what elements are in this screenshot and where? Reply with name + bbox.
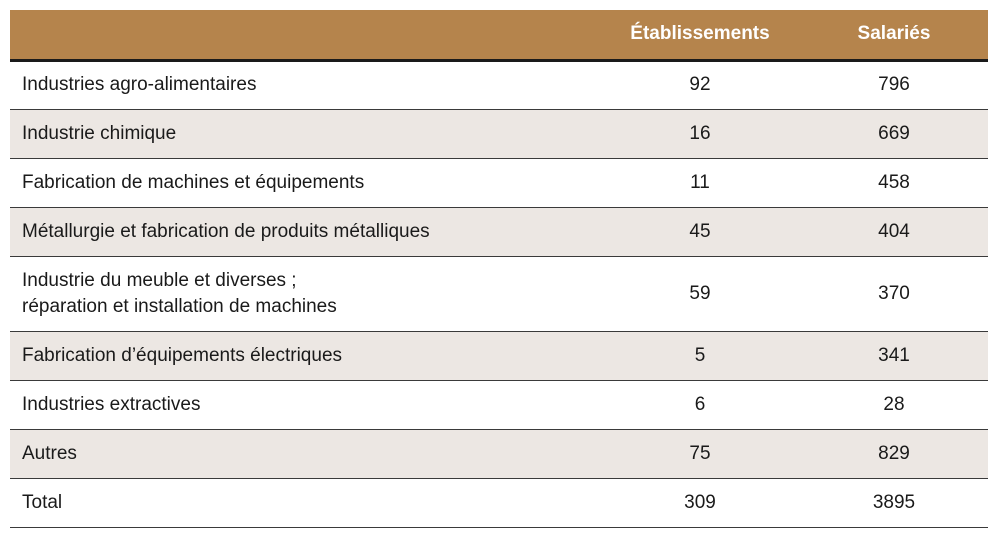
row-label-line: Fabrication d’équipements électriques: [22, 344, 343, 366]
row-label-line: Industrie chimique: [22, 122, 177, 144]
row-label: Fabrication d’équipements électriques: [10, 331, 600, 380]
row-etablissements: 59: [689, 282, 711, 304]
header-etablissements: Établissements: [630, 23, 770, 45]
row-label: Industries extractives: [10, 380, 600, 429]
total-label: Total: [22, 491, 63, 513]
row-label: Industries agro-alimentaires: [10, 60, 600, 109]
row-etablissements: 5: [694, 344, 706, 366]
row-etablissements: 11: [690, 171, 710, 193]
row-salaries: 28: [883, 393, 905, 415]
row-label-line: Industries extractives: [22, 393, 201, 415]
row-etablissements: 45: [689, 220, 711, 242]
table-row: Industrie chimique 16 669: [10, 109, 988, 158]
row-etablissements: 92: [689, 74, 711, 95]
row-label-line: Industrie du meuble et diverses ;: [22, 269, 297, 291]
row-etablissements: 16: [689, 122, 711, 144]
table-body: Industries agro-alimentaires 92 796 Industr…: [10, 60, 988, 527]
table-row: Industrie du meuble et diverses ; réparat…: [10, 256, 988, 331]
row-salaries: 341: [878, 344, 910, 366]
row-label-line: Fabrication de machines et équipements: [22, 171, 365, 193]
row-salaries: 458: [878, 171, 910, 193]
table-row: Autres 75 829: [10, 429, 988, 478]
header-salaries: Salariés: [857, 23, 931, 45]
row-salaries: 796: [878, 74, 910, 95]
row-label: Fabrication de machines et équipements: [10, 158, 600, 207]
table-row: Industries agro-alimentaires 92 796: [10, 60, 988, 109]
table-row: Fabrication d’équipements électriques 5 34…: [10, 331, 988, 380]
row-salaries: 404: [878, 220, 910, 242]
total-salaries: 3895: [872, 491, 916, 513]
row-label: Métallurgie et fabrication de produits m…: [10, 207, 600, 256]
industry-table-container: Établissements Salariés Industries agro-…: [10, 10, 988, 528]
row-etablissements: 6: [694, 393, 706, 415]
row-label-line: Autres: [22, 442, 77, 464]
header-label: [10, 10, 600, 60]
table-row-total: Total 309 3895: [10, 478, 988, 527]
row-salaries: 829: [878, 442, 910, 464]
table-header: Établissements Salariés: [10, 10, 988, 60]
table-row: Métallurgie et fabrication de produits m…: [10, 207, 988, 256]
row-salaries: 669: [878, 122, 910, 144]
row-label-line: Métallurgie et fabrication de produits m…: [22, 220, 430, 242]
row-etablissements: 75: [689, 442, 711, 464]
industry-table: Établissements Salariés Industries agro-…: [10, 10, 988, 528]
row-label: Autres: [10, 429, 600, 478]
total-etablissements: 309: [684, 491, 716, 513]
table-row: Industries extractives 6 28: [10, 380, 988, 429]
header-row: Établissements Salariés: [10, 10, 988, 60]
row-label-line: Industries agro-alimentaires: [22, 74, 257, 95]
row-label: Industrie du meuble et diverses ; réparat…: [10, 256, 600, 331]
row-salaries: 370: [878, 282, 910, 304]
row-label: Industrie chimique: [10, 109, 600, 158]
row-label-line: réparation et installation de machines: [22, 295, 337, 317]
table-row: Fabrication de machines et équipements 11…: [10, 158, 988, 207]
